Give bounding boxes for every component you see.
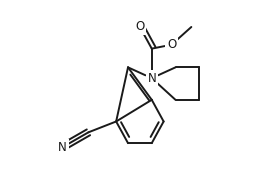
Text: N: N: [58, 141, 67, 154]
Text: O: O: [167, 38, 176, 51]
Text: N: N: [147, 72, 156, 85]
Text: O: O: [135, 20, 145, 33]
